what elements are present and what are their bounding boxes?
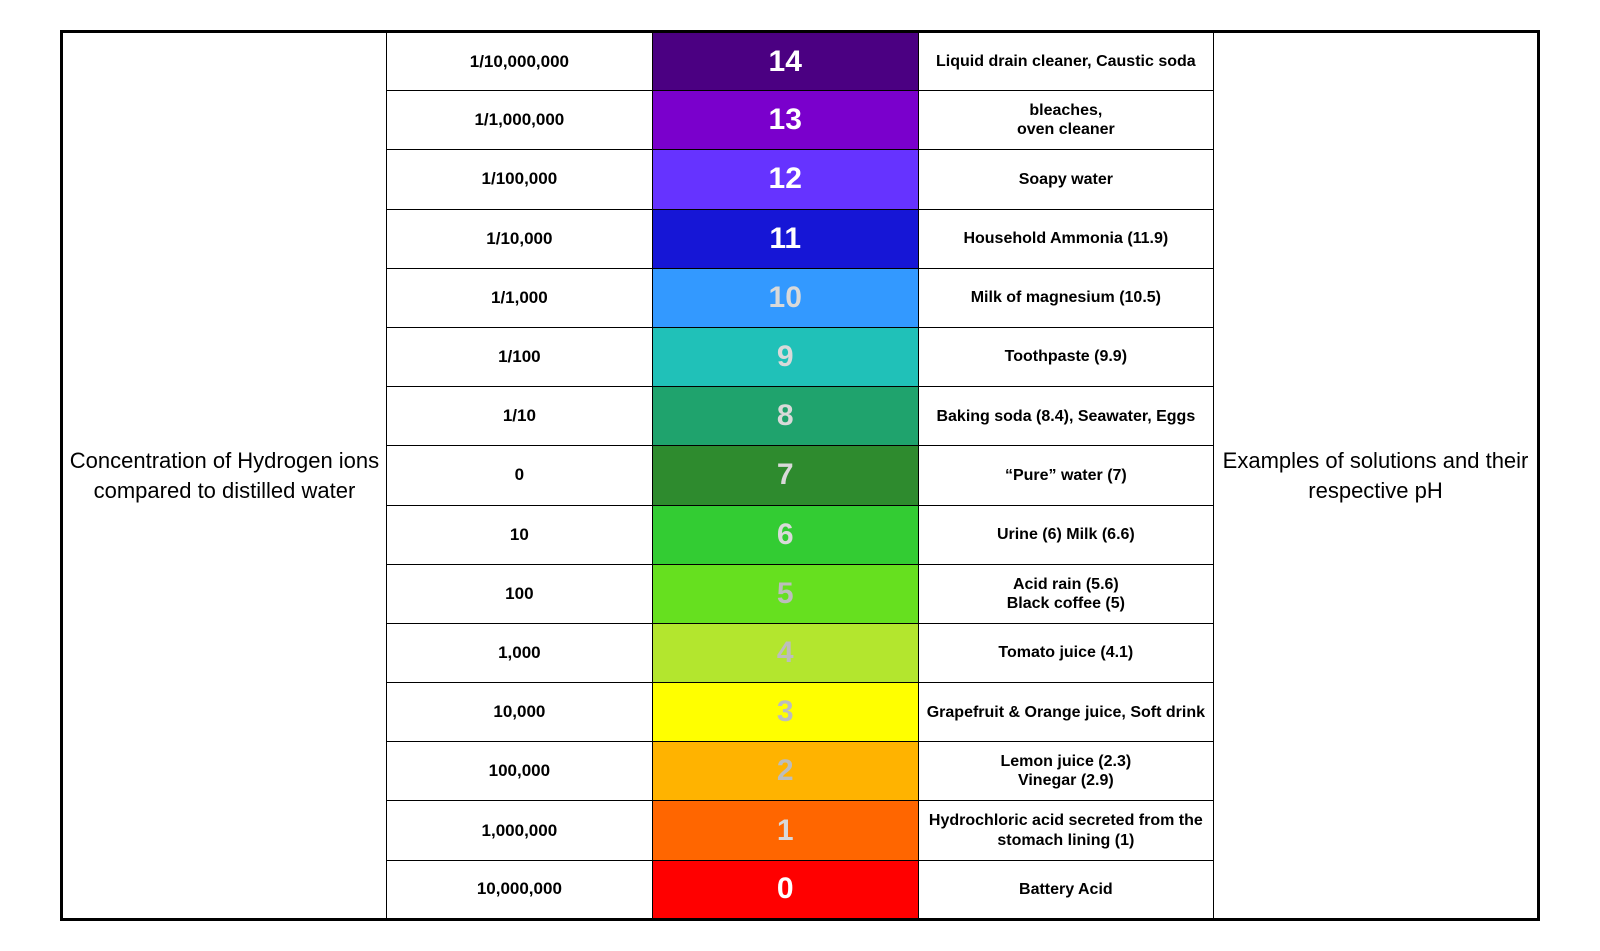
ph-value-cell: 14	[652, 32, 918, 91]
concentration-cell: 0	[386, 446, 652, 505]
example-cell: Acid rain (5.6)Black coffee (5)	[918, 564, 1213, 623]
example-cell: Grapefruit & Orange juice, Soft drink	[918, 683, 1213, 742]
example-cell: Toothpaste (9.9)	[918, 327, 1213, 386]
ph-table: Concentration of Hydrogen ions compared …	[60, 30, 1540, 921]
concentration-cell: 1/1,000,000	[386, 91, 652, 150]
ph-value-cell: 3	[652, 683, 918, 742]
right-heading: Examples of solutions and their respecti…	[1214, 32, 1539, 920]
example-cell: Household Ammonia (11.9)	[918, 209, 1213, 268]
ph-value-cell: 0	[652, 860, 918, 919]
concentration-cell: 100,000	[386, 742, 652, 801]
ph-value-cell: 10	[652, 268, 918, 327]
ph-value-cell: 9	[652, 327, 918, 386]
example-cell: bleaches,oven cleaner	[918, 91, 1213, 150]
ph-value-cell: 8	[652, 387, 918, 446]
ph-value-cell: 2	[652, 742, 918, 801]
ph-value-cell: 6	[652, 505, 918, 564]
ph-value-cell: 4	[652, 623, 918, 682]
example-cell: Urine (6) Milk (6.6)	[918, 505, 1213, 564]
example-cell: Liquid drain cleaner, Caustic soda	[918, 32, 1213, 91]
concentration-cell: 100	[386, 564, 652, 623]
ph-row-14: Concentration of Hydrogen ions compared …	[62, 32, 1539, 91]
left-heading: Concentration of Hydrogen ions compared …	[62, 32, 387, 920]
ph-value-cell: 13	[652, 91, 918, 150]
example-cell: Milk of magnesium (10.5)	[918, 268, 1213, 327]
example-cell: Soapy water	[918, 150, 1213, 209]
example-cell: Hydrochloric acid secreted from the stom…	[918, 801, 1213, 860]
example-cell: Baking soda (8.4), Seawater, Eggs	[918, 387, 1213, 446]
example-cell: Tomato juice (4.1)	[918, 623, 1213, 682]
concentration-cell: 1/10,000,000	[386, 32, 652, 91]
concentration-cell: 1/10,000	[386, 209, 652, 268]
example-cell: Lemon juice (2.3)Vinegar (2.9)	[918, 742, 1213, 801]
ph-scale-chart: Concentration of Hydrogen ions compared …	[0, 0, 1600, 951]
example-cell: “Pure” water (7)	[918, 446, 1213, 505]
ph-value-cell: 5	[652, 564, 918, 623]
concentration-cell: 10	[386, 505, 652, 564]
ph-value-cell: 7	[652, 446, 918, 505]
concentration-cell: 1,000	[386, 623, 652, 682]
concentration-cell: 1/100,000	[386, 150, 652, 209]
example-cell: Battery Acid	[918, 860, 1213, 919]
concentration-cell: 1/1,000	[386, 268, 652, 327]
ph-value-cell: 12	[652, 150, 918, 209]
concentration-cell: 10,000	[386, 683, 652, 742]
concentration-cell: 10,000,000	[386, 860, 652, 919]
concentration-cell: 1/10	[386, 387, 652, 446]
ph-value-cell: 11	[652, 209, 918, 268]
concentration-cell: 1/100	[386, 327, 652, 386]
ph-value-cell: 1	[652, 801, 918, 860]
concentration-cell: 1,000,000	[386, 801, 652, 860]
